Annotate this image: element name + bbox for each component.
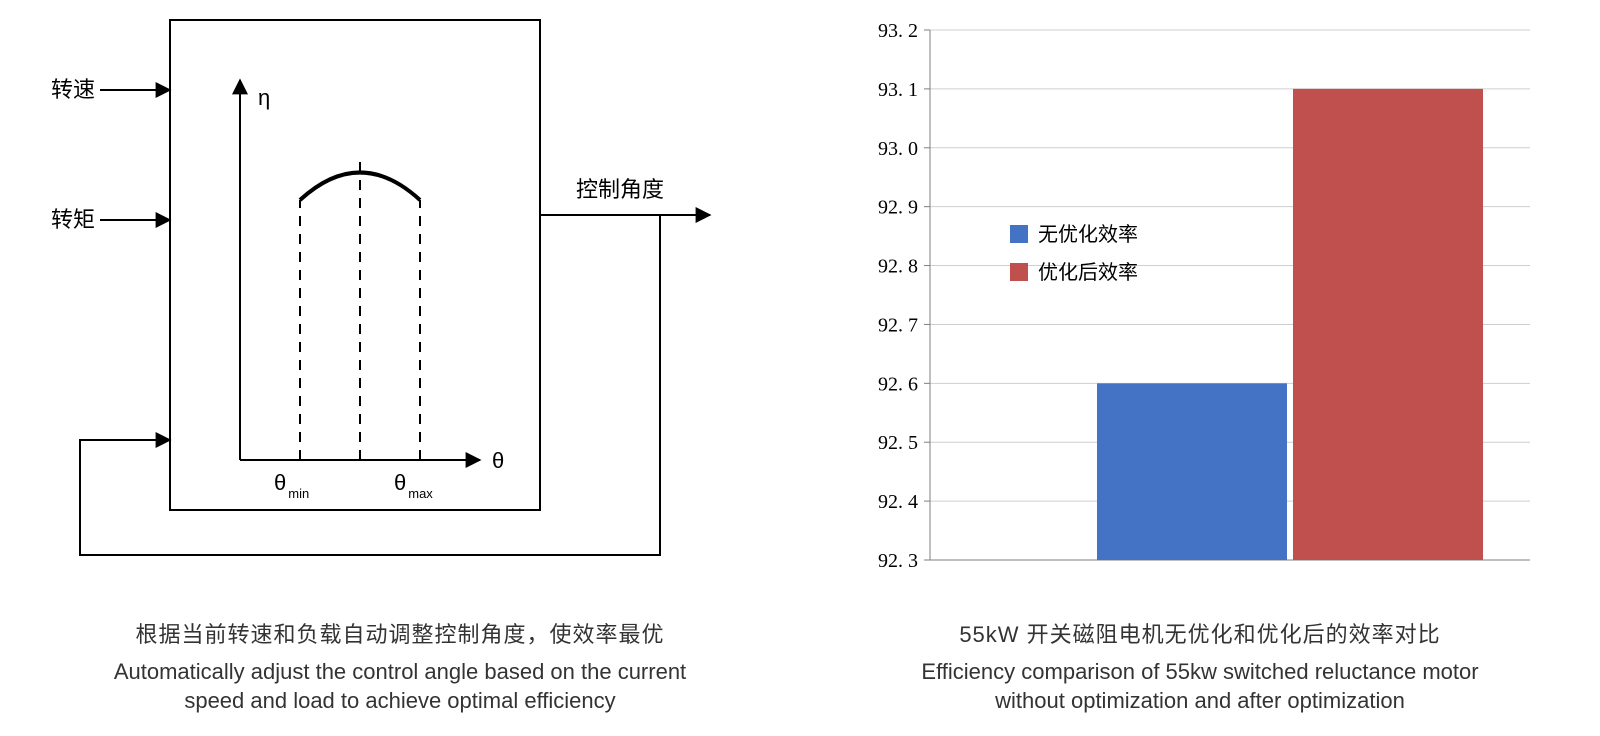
legend-swatch bbox=[1010, 263, 1028, 281]
svg-text:θmin: θmin bbox=[274, 470, 309, 501]
input-label: 转矩 bbox=[51, 207, 95, 232]
block-diagram-svg: 转速转矩 控制角度 η θ θmin θmax bbox=[40, 10, 760, 570]
y-tick-label: 92. 3 bbox=[878, 550, 918, 570]
x-axis-label: θ bbox=[492, 448, 504, 473]
bar bbox=[1293, 89, 1483, 560]
bar-chart-area: 92. 3 92. 4 92. 5 92. 6 92. 7 92. 8 92. 9 93. 0… bbox=[830, 10, 1570, 594]
legend-label: 无优化效率 bbox=[1038, 223, 1138, 246]
bar bbox=[1097, 383, 1287, 560]
y-tick-label: 92. 4 bbox=[878, 491, 918, 513]
input-label: 转速 bbox=[51, 77, 95, 102]
y-axis-label: η bbox=[258, 85, 270, 110]
y-tick-label: 92. 5 bbox=[878, 432, 918, 454]
y-tick-label: 92. 9 bbox=[878, 197, 918, 219]
output-label: 控制角度 bbox=[576, 177, 664, 202]
y-tick-label: 92. 8 bbox=[878, 256, 918, 278]
right-caption-en: Efficiency comparison of 55kw switched r… bbox=[890, 657, 1510, 716]
right-caption-zh: 55kW 开关磁阻电机无优化和优化后的效率对比 bbox=[890, 618, 1510, 651]
bar-chart-svg: 92. 3 92. 4 92. 5 92. 6 92. 7 92. 8 92. 9 93. 0… bbox=[850, 10, 1550, 570]
right-panel: 92. 3 92. 4 92. 5 92. 6 92. 7 92. 8 92. 9 93. 0… bbox=[800, 0, 1600, 736]
y-tick-label: 93. 2 bbox=[878, 20, 918, 42]
legend-label: 优化后效率 bbox=[1038, 261, 1138, 284]
block-diagram-area: 转速转矩 控制角度 η θ θmin θmax bbox=[30, 10, 770, 594]
y-tick-label: 93. 0 bbox=[878, 138, 918, 160]
left-panel: 转速转矩 控制角度 η θ θmin θmax 根据当前转速和负载自动调整控制角度，使效率… bbox=[0, 0, 800, 736]
svg-text:θmax: θmax bbox=[394, 470, 433, 501]
left-caption-zh: 根据当前转速和负载自动调整控制角度，使效率最优 bbox=[90, 618, 710, 651]
left-caption: 根据当前转速和负载自动调整控制角度，使效率最优 Automatically ad… bbox=[90, 618, 710, 716]
y-tick-label: 93. 1 bbox=[878, 79, 918, 101]
y-tick-label: 92. 7 bbox=[878, 314, 918, 336]
right-caption: 55kW 开关磁阻电机无优化和优化后的效率对比 Efficiency compa… bbox=[890, 618, 1510, 716]
y-tick-label: 92. 6 bbox=[878, 373, 918, 395]
left-caption-en: Automatically adjust the control angle b… bbox=[90, 657, 710, 716]
legend-swatch bbox=[1010, 225, 1028, 243]
